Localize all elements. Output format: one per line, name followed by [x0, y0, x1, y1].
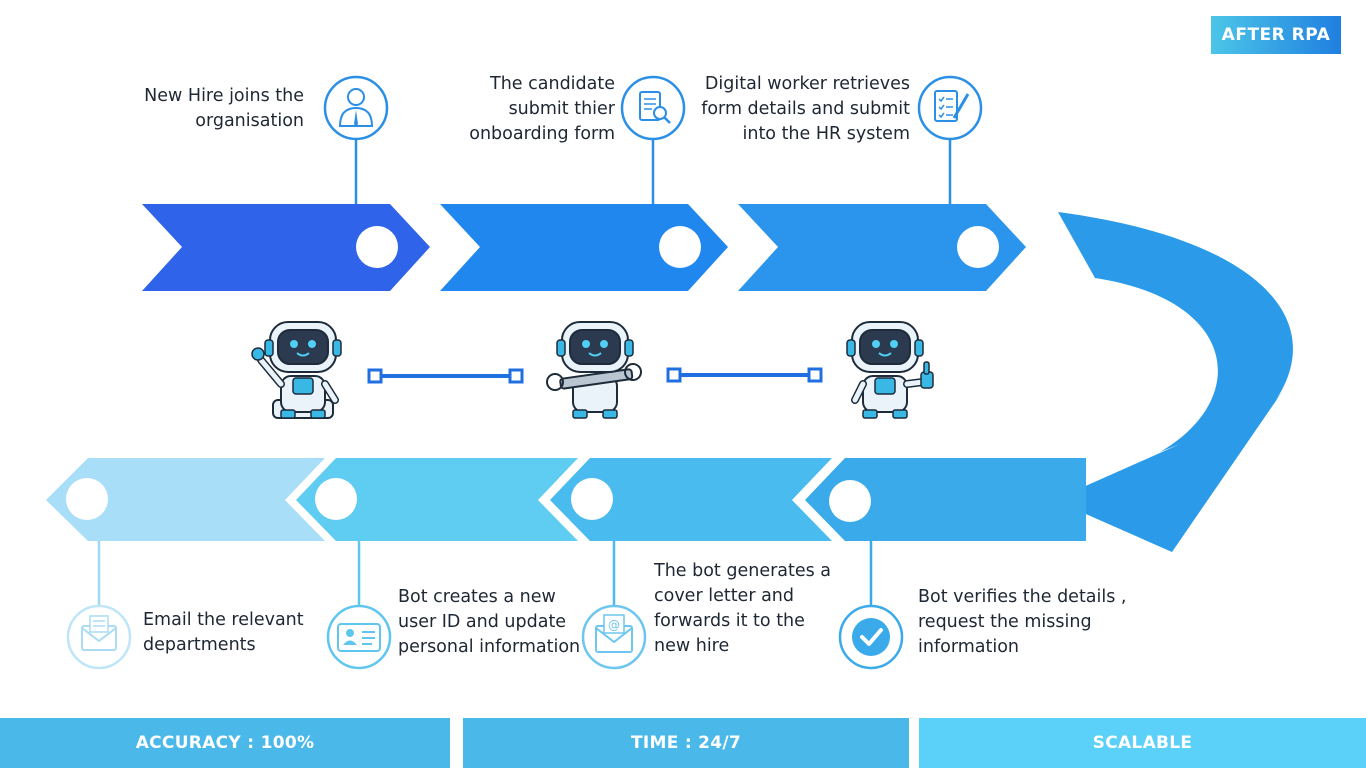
top-step-1-label: New Hire joins the organisation — [144, 86, 304, 131]
bottom-arrow-3 — [550, 458, 832, 541]
top-step-2-label: The candidate submit thier onboarding fo… — [469, 74, 615, 144]
document-search-icon — [620, 75, 686, 141]
curve-arrow — [1054, 212, 1293, 552]
checklist-pen-icon — [917, 75, 983, 141]
top-arrow-3 — [738, 204, 1026, 291]
robot-wrench — [546, 321, 642, 419]
bottom-step-4-label: Bot verifies the details , request the m… — [918, 587, 1127, 657]
robot-waving — [251, 321, 342, 419]
bottom-step-1-label: Email the relevant departments — [143, 610, 304, 655]
footer-scalable: SCALABLE — [919, 718, 1366, 768]
bottom-arrow-4 — [805, 458, 1086, 541]
check-circle-icon — [838, 604, 904, 670]
robot-link-1 — [367, 368, 524, 384]
top-arrow-1-dot — [356, 226, 398, 268]
svg-text:@: @ — [608, 618, 620, 632]
bottom-arrow-3-dot — [571, 478, 613, 520]
bottom-arrow-1-dot — [66, 478, 108, 520]
bottom-arrow-2 — [296, 458, 578, 541]
bottom-arrow-2-dot — [315, 478, 357, 520]
footer-accuracy: ACCURACY : 100% — [0, 718, 450, 768]
email-envelope-icon — [66, 604, 132, 670]
bottom-step-2-label: Bot creates a new user ID and update per… — [398, 587, 581, 657]
employee-icon — [323, 75, 389, 141]
after-rpa-badge: AFTER RPA — [1211, 16, 1341, 54]
top-arrow-3-dot — [957, 226, 999, 268]
at-envelope-icon: @ — [581, 604, 647, 670]
bottom-arrow-1 — [46, 458, 325, 541]
id-card-icon — [326, 604, 392, 670]
robot-link-2 — [666, 367, 823, 383]
robot-thumbs-up — [846, 321, 934, 419]
top-step-3-label: Digital worker retrieves form details an… — [701, 74, 910, 144]
top-arrow-2-dot — [659, 226, 701, 268]
bottom-arrow-4-dot — [829, 480, 871, 522]
top-arrow-1 — [142, 204, 430, 291]
top-arrow-2 — [440, 204, 728, 291]
bottom-step-3-label: The bot generates a cover letter and for… — [654, 561, 832, 656]
footer-time: TIME : 24/7 — [463, 718, 909, 768]
